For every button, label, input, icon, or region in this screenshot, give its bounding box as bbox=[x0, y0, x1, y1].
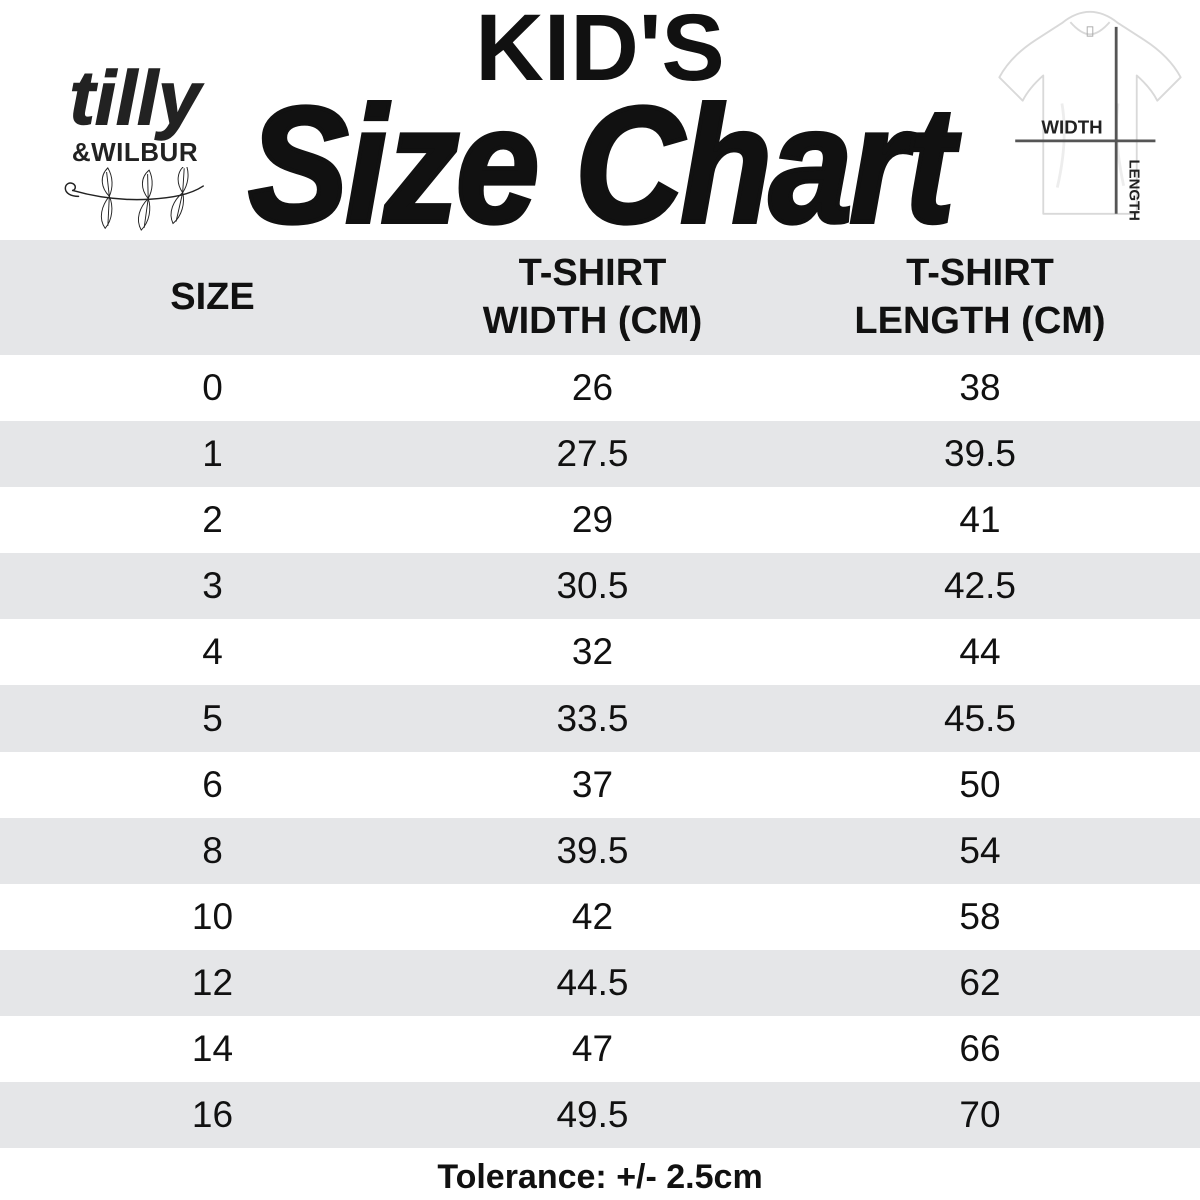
svg-text:LENGTH: LENGTH bbox=[1125, 160, 1142, 221]
svg-text:WIDTH: WIDTH bbox=[1041, 116, 1102, 137]
